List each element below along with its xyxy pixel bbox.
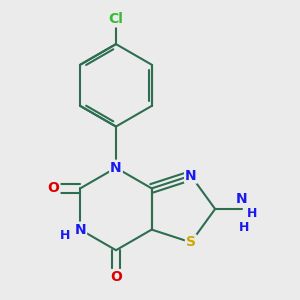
Text: N: N [74, 223, 86, 237]
Text: N: N [236, 192, 248, 206]
Text: N: N [185, 169, 197, 183]
Text: O: O [110, 270, 122, 284]
Text: H: H [247, 207, 257, 220]
Text: S: S [186, 235, 196, 249]
Text: Cl: Cl [109, 12, 123, 26]
Text: H: H [59, 229, 70, 242]
Text: O: O [47, 182, 59, 195]
Text: N: N [110, 161, 122, 175]
Text: H: H [239, 221, 249, 234]
